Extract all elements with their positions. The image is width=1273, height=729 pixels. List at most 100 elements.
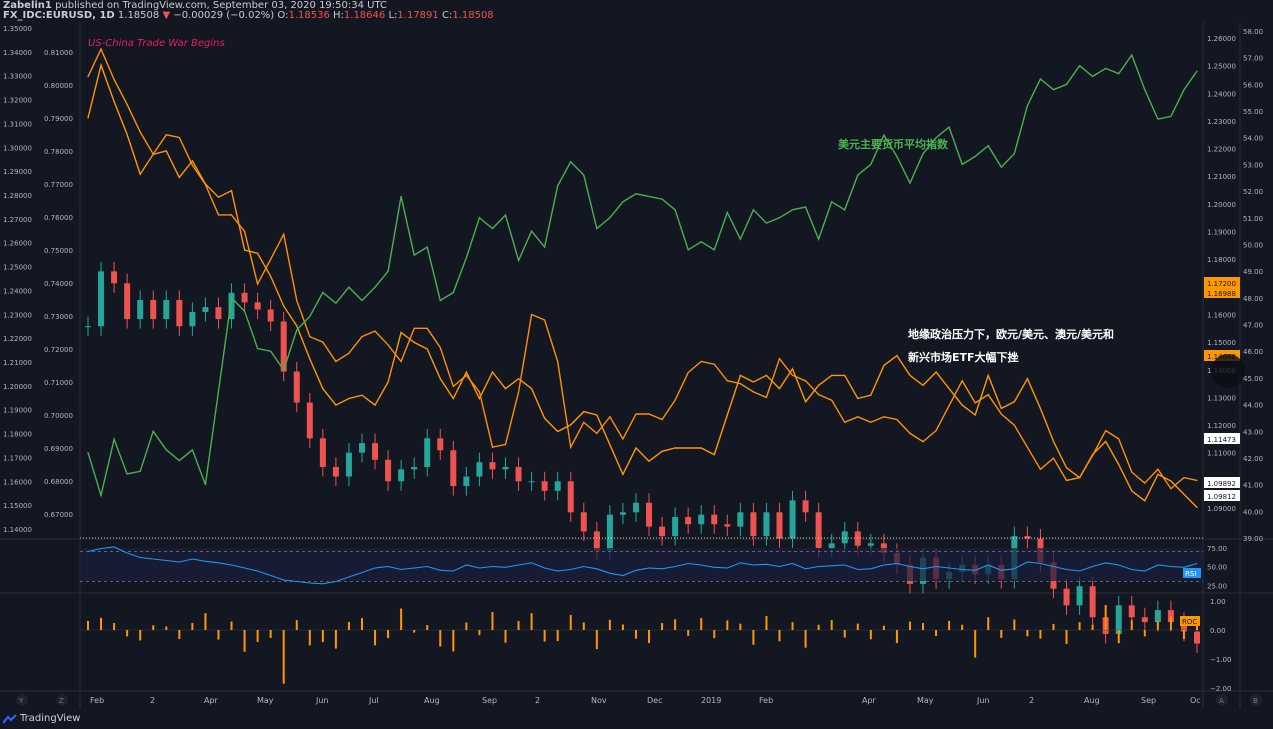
roc-bar <box>556 630 559 642</box>
roc-bar <box>1156 621 1159 630</box>
symbol-line: FX_IDC:EURUSD, 1D 1.18508 ▼ −0.00029 (−0… <box>3 10 494 21</box>
x-axis-tick: Jun <box>976 696 990 705</box>
orange-series-2-line-point <box>230 214 233 216</box>
price-label: 1.09812 <box>1207 493 1236 501</box>
publisher-line: Zabelin1 published on TradingView.com, S… <box>3 0 387 11</box>
orange-series-1-line-point <box>361 394 363 396</box>
roc-bar <box>582 622 585 630</box>
tradingview-logo[interactable]: TradingView <box>3 713 80 724</box>
orange-series-2-line-point <box>1144 482 1146 484</box>
green-series-line-point <box>243 310 246 312</box>
orange-series-1-line-point <box>752 381 755 383</box>
right-axis-tick: 1.16000 <box>1207 311 1236 319</box>
orange-series-2-line-point <box>844 421 846 423</box>
candle <box>1076 586 1083 606</box>
candle <box>98 271 105 327</box>
roc-bar <box>478 630 481 636</box>
corner-button-label: Y <box>18 697 24 705</box>
roc-axis-tick: −1.00 <box>1210 656 1231 664</box>
roc-badge: ROC <box>1182 618 1197 626</box>
orange-series-2-line-point <box>243 230 246 233</box>
orange-series-2-line-point <box>296 300 298 302</box>
orange-series-1-line-point <box>1170 480 1172 482</box>
roc-bar <box>908 621 911 630</box>
roc-bar <box>165 626 168 630</box>
left-axis-tick: 1.20000 <box>3 383 32 391</box>
orange-series-2-line-point <box>609 416 611 418</box>
candle <box>1154 610 1161 623</box>
x-axis-tick: Jul <box>368 696 379 705</box>
rsi-axis-tick: 25.00 <box>1207 582 1227 590</box>
symbol[interactable]: FX_IDC:EURUSD, 1D <box>3 10 115 21</box>
orange-series-2-line-point <box>935 429 937 432</box>
candle <box>424 438 431 467</box>
green-series-line-point <box>1092 75 1094 77</box>
green-series-line-point <box>165 449 167 451</box>
green-series-line-point <box>361 299 363 302</box>
publisher-name[interactable]: Zabelin1 <box>3 0 52 11</box>
orange-series-1-line-point <box>1039 407 1042 409</box>
roc-bar <box>504 630 507 643</box>
orange-series-2-line-point <box>1118 438 1120 440</box>
orange-series-2-line-point <box>987 394 989 396</box>
orange-series-2-line-point <box>100 48 102 50</box>
rsi-axis-tick: 75.00 <box>1207 545 1227 553</box>
orange-series-1-line <box>87 62 1198 508</box>
candle <box>241 292 248 303</box>
orange-series-1-line-point <box>400 331 402 334</box>
orange-series-2-line-point <box>596 432 598 434</box>
green-series-line-point <box>922 153 924 155</box>
orange-series-2-line-point <box>1196 479 1198 481</box>
orange-series-2-line-point <box>387 344 389 346</box>
left-axis-tick: 1.32000 <box>3 97 32 105</box>
right-axis-2-tick: 57.00 <box>1243 55 1263 63</box>
orange-series-1-line-point <box>230 190 233 192</box>
green-series-line-point <box>1026 105 1028 107</box>
candle <box>1063 588 1070 606</box>
roc-bar <box>295 620 298 630</box>
candle <box>1194 631 1200 644</box>
candle <box>137 299 144 320</box>
right-axis-tick: 1.12000 <box>1207 422 1236 430</box>
candle <box>437 438 444 451</box>
orange-series-1-line-point <box>831 374 833 376</box>
roc-bar <box>465 622 468 630</box>
left-axis-tick: 1.28000 <box>3 192 32 200</box>
roc-bar <box>661 623 664 630</box>
green-series-line-point <box>400 195 402 198</box>
orange-series-1-line-point <box>596 414 598 416</box>
x-axis-tick: Jun <box>315 696 329 705</box>
price-label-box <box>1204 433 1240 444</box>
roc-bar <box>843 630 846 638</box>
orange-series-2-line-point <box>270 258 272 260</box>
candle <box>267 309 274 322</box>
left-axis-2-tick: 0.76000 <box>44 214 73 222</box>
candle <box>854 531 861 546</box>
orange-series-1-line-point <box>713 454 715 456</box>
candle <box>619 512 626 515</box>
roc-bar <box>922 623 925 630</box>
orange-series-2-line-point <box>557 360 559 363</box>
roc-bar <box>139 630 142 641</box>
orange-series-1-line-point <box>243 249 246 251</box>
left-axis-tick: 1.35000 <box>3 25 32 33</box>
green-series-line-point <box>935 137 937 139</box>
orange-series-1-line-point <box>1013 401 1015 403</box>
left-axis-2-tick: 0.80000 <box>44 82 73 90</box>
price-label-box <box>1204 490 1240 501</box>
green-series-line-point <box>804 206 807 208</box>
green-series-line-point <box>1000 166 1002 168</box>
green-series-line-point <box>948 126 950 128</box>
candle <box>802 500 809 513</box>
orange-series-1-line-point <box>1196 506 1198 508</box>
roc-bar <box>308 630 311 646</box>
high-label: H: <box>333 10 344 21</box>
roc-bar <box>334 630 337 649</box>
roc-bar <box>360 618 363 630</box>
right-axis-2-tick: 43.00 <box>1243 428 1263 436</box>
orange-series-1-line-point <box>987 374 989 376</box>
orange-series-2-line-point <box>335 360 337 363</box>
orange-series-2-line-point <box>778 358 781 360</box>
green-series-line-point <box>178 460 180 462</box>
